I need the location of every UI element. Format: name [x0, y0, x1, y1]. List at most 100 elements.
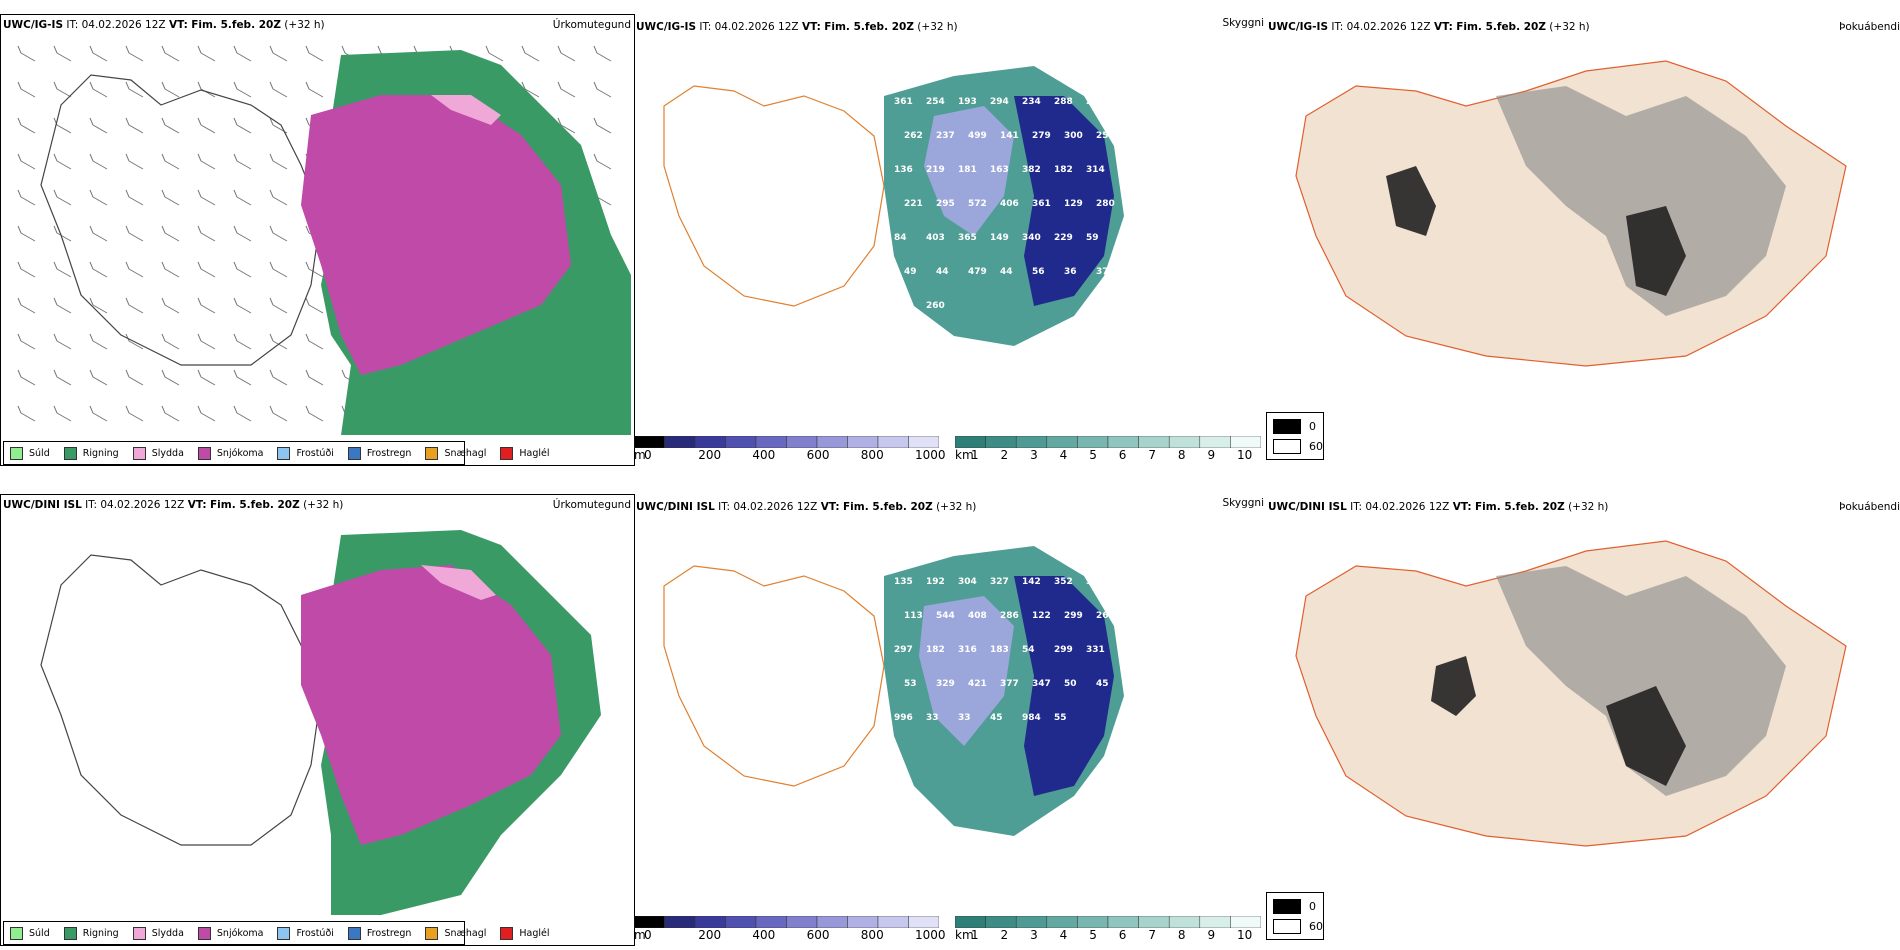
colorbar-cell: [1107, 436, 1139, 448]
wind-barb: [197, 189, 216, 206]
wind-barb: [269, 261, 288, 278]
wind-barb: [269, 189, 288, 206]
wind-barb: [269, 81, 288, 98]
legend-swatch: [63, 446, 77, 460]
wind-barb: [53, 189, 72, 206]
height-label: 221: [904, 199, 923, 209]
colorbar-cell: [664, 916, 696, 928]
colorbar-cell: [908, 916, 939, 928]
height-label: 297: [894, 645, 913, 655]
fog-legend-row: 0: [1273, 419, 1316, 434]
height-label: 299: [1064, 611, 1083, 621]
colorbar-tick-label: 2: [1000, 448, 1009, 462]
wind-barb: [17, 297, 36, 314]
colorbar-tick-label: 4: [1059, 928, 1068, 942]
wind-barb: [233, 405, 252, 422]
colorbar-cell: [955, 436, 986, 448]
colorbar-cell: [786, 916, 818, 928]
visibility-colorbar-2: [955, 916, 1261, 928]
wind-barb: [53, 117, 72, 134]
visibility-header-2: UWC/DINI ISL IT: 04.02.2026 12Z VT: Fim.…: [636, 501, 977, 513]
wind-barb: [161, 45, 180, 62]
colorbar-cell: [755, 436, 787, 448]
height-colorbar-2: [634, 916, 939, 928]
height-label: 365: [958, 233, 977, 243]
legend-item: Snjókoma: [197, 446, 263, 460]
height-label: 294: [990, 97, 1009, 107]
height-label: 55: [1054, 713, 1067, 723]
wind-barb: [557, 81, 576, 98]
wind-barb: [161, 153, 180, 170]
height-label: 33: [926, 713, 939, 723]
legend-swatch: [10, 446, 23, 460]
colorbar-cell: [634, 916, 665, 928]
colorbar-cell: [847, 916, 879, 928]
colorbar-tick-label: 10: [1237, 928, 1253, 942]
height-label: 406: [1000, 199, 1019, 209]
wind-barb: [233, 45, 252, 62]
wind-barb: [17, 153, 36, 170]
wind-barb: [197, 81, 216, 98]
wind-barb: [89, 81, 108, 98]
height-label: 44: [936, 267, 949, 277]
legend-item: Rigning: [63, 446, 119, 460]
fog-title-1: Þokuábendi: [1839, 21, 1900, 33]
wind-barb: [125, 297, 144, 314]
height-label: 327: [990, 577, 1009, 587]
legend-item: Snæhagl: [425, 926, 486, 940]
visibility-map-2: 135 192 304 327 142 352 371 113 544 408 286 122 299 2…: [663, 546, 1124, 836]
legend-swatch: [277, 926, 291, 940]
fog-swatch-white: [1273, 439, 1301, 454]
colorbar-tick-label: 7: [1148, 928, 1156, 942]
wind-barb: [269, 45, 288, 62]
wind-barb: [557, 45, 576, 62]
wind-barb: [269, 405, 288, 422]
wind-barb: [17, 333, 36, 350]
wind-barb: [17, 405, 36, 422]
height-label: 84: [894, 233, 907, 243]
fog-map-1: [1295, 60, 1847, 367]
colorbar-cell: [1199, 436, 1231, 448]
legend-item: Haglél: [500, 446, 550, 460]
height-label: 361: [894, 97, 913, 107]
wind-barb: [53, 405, 72, 422]
precip-header-1: UWC/IG-IS IT: 04.02.2026 12Z VT: Fim. 5.…: [3, 19, 325, 31]
colorbar-cell: [1046, 916, 1078, 928]
height-label: 499: [968, 131, 987, 141]
colorbar-tick-label: 800: [860, 448, 884, 462]
precip-panel-2: UWC/DINI ISL IT: 04.02.2026 12Z VT: Fim.…: [0, 494, 635, 946]
colorbar-tick-label: 8: [1177, 928, 1186, 942]
colorbar-cell: [877, 436, 909, 448]
height-label: 192: [926, 577, 945, 587]
fog-swatch-black: [1273, 419, 1301, 434]
wind-barb: [593, 81, 612, 98]
legend-swatch: [132, 446, 146, 460]
colorbar-cell: [908, 436, 939, 448]
height-label: 129: [1064, 199, 1083, 209]
height-label: 304: [958, 577, 977, 587]
legend-item: Rigning: [63, 926, 119, 940]
wind-barb: [53, 45, 72, 62]
wind-barb: [125, 369, 144, 386]
wind-barb: [233, 297, 252, 314]
wind-barb: [521, 45, 540, 62]
legend-item: Snjókoma: [197, 926, 263, 940]
legend-swatch: [347, 926, 361, 940]
wind-barb: [305, 333, 324, 350]
wind-barb: [485, 45, 504, 62]
colorbar-cell: [877, 916, 909, 928]
colorbar-tick-label: 6: [1118, 928, 1127, 942]
legend-swatch: [197, 926, 211, 940]
wind-barb: [125, 405, 144, 422]
wind-barb: [233, 189, 252, 206]
height-label: 329: [936, 679, 955, 689]
wind-barb: [89, 333, 108, 350]
height-label: 193: [958, 97, 977, 107]
colorbar-cell: [1077, 436, 1109, 448]
height-colorbar-1: [634, 436, 939, 448]
height-label: 347: [1032, 679, 1051, 689]
colorbar-cell: [847, 436, 879, 448]
precip-title-1: Úrkomutegund: [552, 19, 631, 31]
wind-barb: [197, 45, 216, 62]
wind-barb: [17, 261, 36, 278]
